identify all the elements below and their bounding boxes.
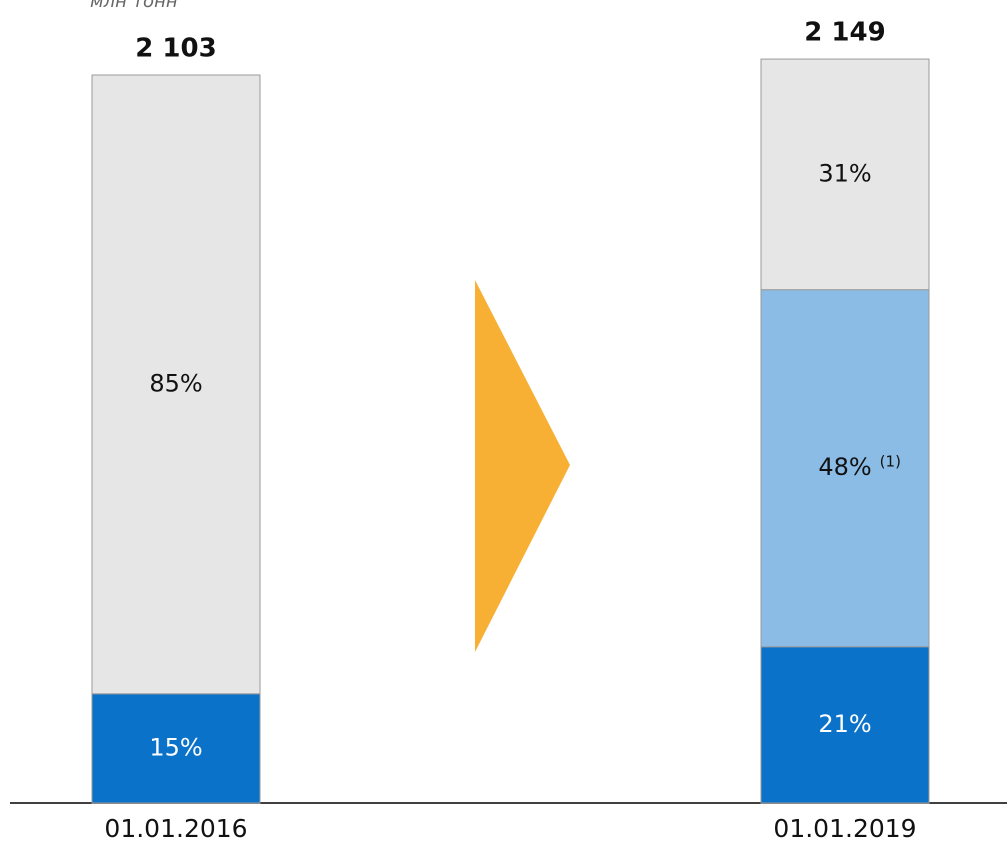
bar-segment [760, 646, 930, 804]
bar-segment [760, 289, 930, 648]
subtitle: млн тонн [90, 0, 178, 12]
x-tick-label: 01.01.2016 [104, 814, 247, 843]
total-label: 2 103 [135, 34, 216, 64]
value-label: 85% [149, 369, 202, 397]
bar-segment [91, 74, 261, 695]
total-label: 2 149 [804, 18, 885, 48]
value-label: 15% [149, 733, 202, 761]
arrow [475, 280, 570, 652]
value-label: 31% [818, 159, 871, 187]
value-label: 48% [818, 453, 871, 481]
x-tick-label: 01.01.2019 [773, 814, 916, 843]
bar-segment [760, 58, 930, 291]
bar-segment [91, 693, 261, 804]
value-label: 21% [818, 710, 871, 738]
footnote-marker: (1) [880, 453, 901, 471]
